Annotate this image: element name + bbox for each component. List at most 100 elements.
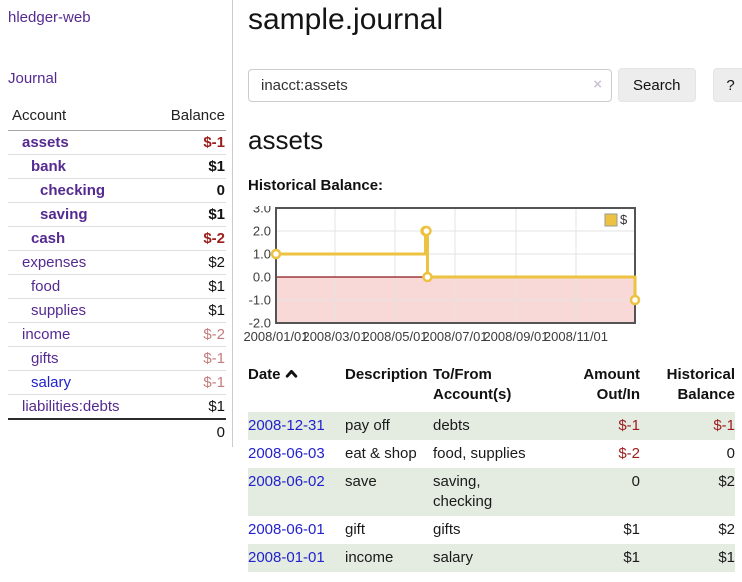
y-axis-tick-label: 1.0 bbox=[253, 247, 271, 262]
sidebar-account-link[interactable]: cash bbox=[31, 230, 66, 247]
sidebar-account-link[interactable]: gifts bbox=[31, 350, 59, 367]
transaction-balance: $2 bbox=[718, 473, 735, 490]
sidebar-account-link[interactable]: expenses bbox=[22, 254, 87, 271]
sidebar-account-link[interactable]: food bbox=[31, 278, 61, 295]
account-row: food $1 bbox=[8, 274, 226, 299]
header-balance: Historical Balance bbox=[666, 366, 735, 403]
transaction-accounts: debts bbox=[433, 417, 470, 434]
account-balance: $-2 bbox=[203, 326, 225, 343]
transaction-description: eat & shop bbox=[345, 445, 417, 462]
transaction-balance: 0 bbox=[726, 445, 735, 462]
transaction-row: 2008-06-02 save saving, checking 0 $2 bbox=[248, 468, 735, 516]
account-balance: $1 bbox=[208, 302, 225, 319]
accounts-header-row: Account Balance bbox=[8, 105, 226, 131]
transaction-amount: $1 bbox=[623, 549, 640, 566]
account-balance: 0 bbox=[216, 182, 225, 199]
transaction-balance: $1 bbox=[718, 549, 735, 566]
y-axis-tick-label: -1.0 bbox=[249, 293, 271, 308]
accounts-total-row: 0 bbox=[8, 419, 226, 444]
transaction-row: 2008-01-01 income salary $1 $1 bbox=[248, 544, 735, 572]
account-row: bank $1 bbox=[8, 154, 226, 179]
x-axis-tick-label: 2008/11/01 bbox=[544, 329, 608, 344]
x-axis-tick-label: 2008/05/01 bbox=[362, 329, 427, 344]
accounts-table: Account Balance assets $-1 bank $1 checking 0… bbox=[8, 105, 226, 444]
chart-border bbox=[275, 207, 636, 324]
transaction-date-link[interactable]: 2008-06-03 bbox=[248, 445, 325, 462]
sidebar-account-link[interactable]: checking bbox=[40, 182, 106, 199]
account-row: assets $-1 bbox=[8, 130, 226, 155]
transaction-amount: $1 bbox=[623, 521, 640, 538]
accounts-header-account: Account bbox=[8, 105, 151, 131]
data-point-marker bbox=[422, 271, 433, 283]
clear-search-icon[interactable]: × bbox=[593, 75, 602, 93]
sidebar-account-link[interactable]: liabilities:debts bbox=[22, 398, 120, 415]
account-balance: $1 bbox=[208, 278, 225, 295]
account-balance: $-2 bbox=[203, 230, 225, 247]
x-axis-tick-label: 2008/01/01 bbox=[243, 329, 308, 344]
account-balance: $1 bbox=[208, 206, 225, 223]
header-tofrom: To/From Account(s) bbox=[433, 366, 512, 403]
account-balance: $1 bbox=[208, 398, 225, 415]
transaction-row: 2008-06-03 eat & shop food, supplies $-2 0 bbox=[248, 440, 735, 468]
transaction-balance: $-1 bbox=[713, 417, 735, 434]
help-button[interactable]: ? bbox=[712, 68, 742, 102]
main-content: sample.journal × Search ? assets Histori… bbox=[233, 0, 742, 582]
sidebar-account-link[interactable]: supplies bbox=[31, 302, 87, 319]
transactions-header-row: Date Description To/From Account(s) Amou… bbox=[248, 365, 735, 412]
account-row: saving $1 bbox=[8, 202, 226, 227]
y-axis-tick-label: 2.0 bbox=[253, 224, 271, 239]
transaction-description: save bbox=[345, 473, 377, 490]
account-row: supplies $1 bbox=[8, 298, 226, 323]
transaction-accounts: salary bbox=[433, 549, 474, 566]
transaction-date-link[interactable]: 2008-01-01 bbox=[248, 549, 325, 566]
header-description: Description bbox=[345, 366, 428, 383]
transaction-date-link[interactable]: 2008-12-31 bbox=[248, 417, 325, 434]
transaction-accounts: saving, checking bbox=[433, 473, 493, 510]
legend-swatch bbox=[604, 213, 618, 227]
sort-ascending-icon bbox=[285, 369, 297, 378]
transaction-accounts: gifts bbox=[433, 521, 461, 538]
accounts-header-balance: Balance bbox=[150, 105, 226, 131]
data-point-marker bbox=[270, 248, 282, 260]
chart-title: Historical Balance: bbox=[248, 177, 384, 194]
account-balance: $-1 bbox=[203, 134, 225, 151]
account-balance: $-1 bbox=[203, 350, 225, 367]
accounts-total-value: 0 bbox=[216, 424, 225, 441]
account-row: liabilities:debts $1 bbox=[8, 394, 226, 420]
search-input[interactable] bbox=[248, 68, 612, 102]
sidebar-account-link[interactable]: salary bbox=[31, 374, 72, 391]
sidebar-account-link[interactable]: assets bbox=[22, 134, 69, 151]
search-button[interactable]: Search bbox=[618, 68, 696, 102]
sidebar-account-link[interactable]: bank bbox=[31, 158, 67, 175]
account-row: cash $-2 bbox=[8, 226, 226, 251]
page-title: sample.journal bbox=[248, 3, 444, 36]
transaction-description: income bbox=[345, 549, 394, 566]
x-axis-tick-label: 2008/07/01 bbox=[422, 329, 487, 344]
transaction-accounts: food, supplies bbox=[433, 445, 526, 462]
account-row: gifts $-1 bbox=[8, 346, 226, 371]
transaction-date-link[interactable]: 2008-06-01 bbox=[248, 521, 325, 538]
y-axis-tick-label: 0.0 bbox=[253, 270, 271, 285]
y-axis-tick-label: -2.0 bbox=[249, 316, 271, 331]
sidebar-item-journal[interactable]: Journal bbox=[8, 70, 58, 87]
register-account-heading: assets bbox=[248, 125, 324, 155]
transaction-amount: $-2 bbox=[618, 445, 640, 462]
search-form: × Search ? bbox=[248, 68, 742, 102]
sidebar-account-link[interactable]: saving bbox=[40, 206, 88, 223]
account-balance: $1 bbox=[208, 158, 225, 175]
account-row: income $-2 bbox=[8, 322, 226, 347]
header-date[interactable]: Date bbox=[248, 365, 345, 412]
search-box: × bbox=[248, 68, 612, 102]
transaction-amount: $-1 bbox=[618, 417, 640, 434]
transaction-row: 2008-12-31 pay off debts $-1 $-1 bbox=[248, 412, 735, 440]
transaction-date-link[interactable]: 2008-06-02 bbox=[248, 473, 325, 490]
historical-balance-chart: $3.0 2.0 1.0 0.0 -1.0 -2.02008/01/012008/03/0… bbox=[243, 206, 641, 344]
header-amount: Amount Out/In bbox=[583, 366, 640, 403]
brand-link[interactable]: hledger-web bbox=[8, 9, 91, 26]
account-balance: $-1 bbox=[203, 374, 225, 391]
sidebar-account-link[interactable]: income bbox=[22, 326, 71, 343]
y-axis-tick-label: 3.0 bbox=[253, 206, 271, 216]
account-row: salary $-1 bbox=[8, 370, 226, 395]
account-balance: $2 bbox=[208, 254, 225, 271]
account-row: checking 0 bbox=[8, 178, 226, 203]
